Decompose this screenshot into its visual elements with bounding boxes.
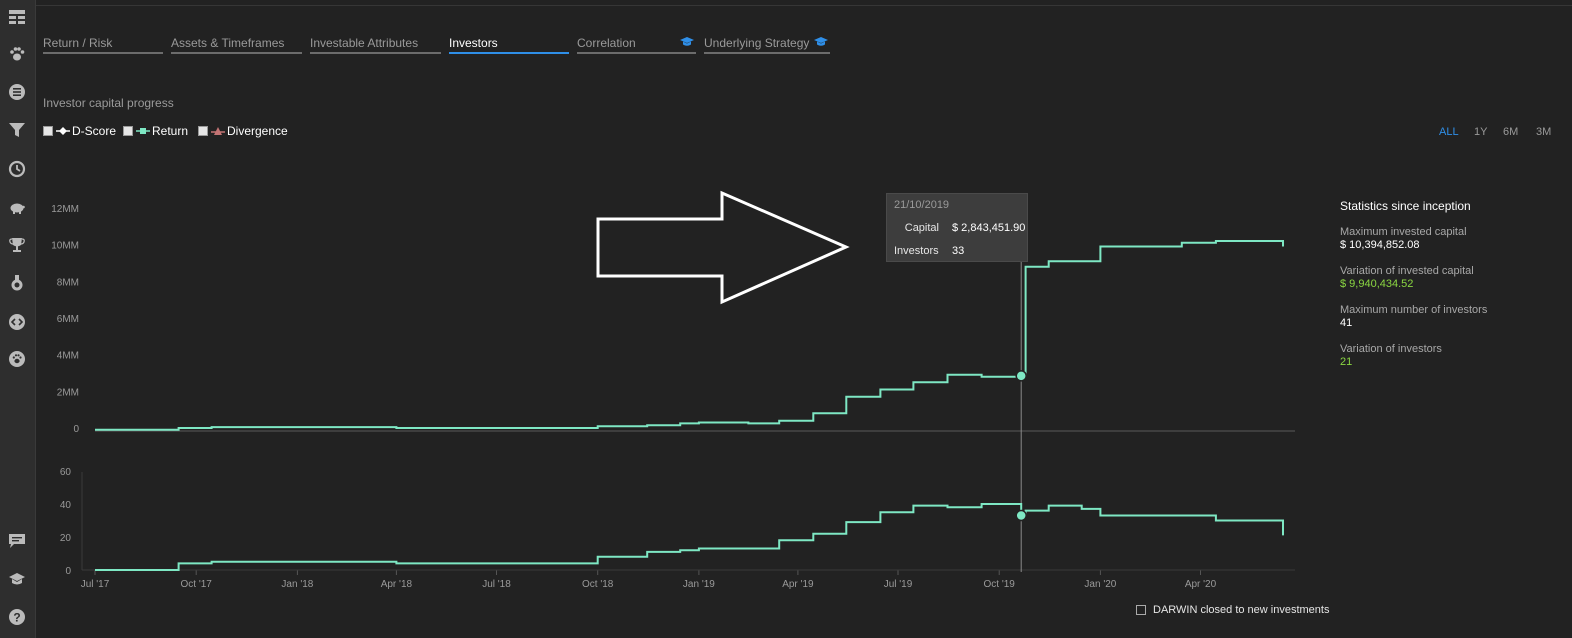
x-tick-label: Apr '18 — [381, 579, 413, 590]
date-x-axis: Jul '17 Oct '17 Jan '18 Apr '18 Jul '18 Oct '… — [81, 570, 1217, 590]
capital-line — [95, 240, 1284, 431]
graduation-cap-icon — [814, 37, 828, 46]
x-tick-label: Apr '19 — [782, 579, 814, 590]
top-divider — [36, 5, 1572, 6]
max-investors-value: 41 — [1340, 317, 1353, 329]
y-tick-label: 0 — [65, 566, 71, 577]
x-tick-label: Jan '20 — [1084, 579, 1116, 590]
range-all-button[interactable]: ALL — [1439, 126, 1459, 138]
closed-checkbox[interactable] — [1136, 605, 1146, 615]
x-tick-label: Apr '20 — [1185, 579, 1217, 590]
legend-label: Return — [152, 124, 189, 138]
x-tick-label: Oct '19 — [984, 579, 1016, 590]
history-icon[interactable] — [6, 158, 28, 180]
tooltip-investors-label: Investors — [894, 245, 939, 257]
y-tick-label: 6MM — [57, 314, 79, 325]
y-tick-label: 20 — [60, 533, 72, 544]
legend-checkbox[interactable] — [123, 126, 133, 136]
sidebar: ? — [0, 0, 36, 638]
x-tick-label: Oct '17 — [181, 579, 213, 590]
graduation-cap-icon — [680, 37, 694, 46]
range-1y-button[interactable]: 1Y — [1474, 126, 1488, 138]
max-capital-value: $ 10,394,852.08 — [1340, 239, 1420, 251]
y-tick-label: 2MM — [57, 387, 79, 398]
legend-divergence[interactable]: Divergence — [198, 124, 288, 138]
tab-label: Investors — [449, 36, 498, 50]
tab-label: Assets & Timeframes — [171, 36, 285, 50]
list-icon[interactable] — [6, 81, 28, 103]
tab-label: Underlying Strategy — [704, 36, 810, 50]
x-tick-label: Jul '18 — [482, 579, 511, 590]
svg-text:?: ? — [13, 611, 20, 625]
range-3m-button[interactable]: 3M — [1536, 126, 1552, 138]
tooltip-investors-value: 33 — [952, 245, 965, 257]
x-tick-label: Jan '18 — [281, 579, 313, 590]
investors-line — [95, 503, 1284, 571]
graduation-cap-icon[interactable] — [6, 568, 28, 590]
max-capital-label: Maximum invested capital — [1340, 226, 1467, 238]
tab-underlying-strategy[interactable]: Underlying Strategy — [704, 36, 830, 54]
chart-tooltip: 21/10/2019 Capital $ 2,843,451.90 Invest… — [886, 193, 1028, 262]
paw-icon[interactable] — [6, 43, 28, 65]
capital-highlight-point[interactable] — [1015, 370, 1027, 382]
tab-investors[interactable]: Investors — [449, 36, 569, 54]
range-6m-button[interactable]: 6M — [1503, 126, 1519, 138]
x-tick-label: Jul '17 — [81, 579, 110, 590]
y-tick-label: 4MM — [57, 351, 79, 362]
y-tick-label: 40 — [60, 500, 72, 511]
legend-dscore[interactable]: D-Score — [43, 124, 116, 138]
paw-circle-icon[interactable] — [6, 348, 28, 370]
filter-icon[interactable] — [6, 119, 28, 141]
x-tick-label: Oct '18 — [582, 579, 614, 590]
dashboard-icon[interactable] — [6, 6, 28, 28]
square-marker-icon — [136, 128, 150, 134]
tooltip-capital-value: $ 2,843,451.90 — [952, 222, 1026, 234]
y-tick-label: 60 — [60, 467, 72, 478]
triangle-marker-icon — [211, 127, 225, 135]
closed-to-investments: DARWIN closed to new investments — [1136, 604, 1329, 616]
investors-highlight-point[interactable] — [1015, 509, 1027, 522]
tab-label: Investable Attributes — [310, 36, 419, 50]
legend-label: Divergence — [227, 124, 288, 138]
var-investors-value: 21 — [1340, 356, 1353, 368]
x-tick-label: Jul '19 — [884, 579, 913, 590]
y-tick-label: 12MM — [51, 204, 79, 215]
tooltip-capital-label: Capital — [904, 222, 939, 234]
medal-icon[interactable] — [6, 272, 28, 294]
chat-icon[interactable] — [6, 530, 28, 552]
piggy-bank-icon[interactable] — [6, 196, 28, 218]
y-tick-label: 8MM — [57, 277, 79, 288]
tab-return-risk[interactable]: Return / Risk — [43, 36, 163, 54]
tab-correlation[interactable]: Correlation — [577, 36, 696, 54]
var-capital-label: Variation of invested capital — [1340, 265, 1474, 277]
legend-label: D-Score — [72, 124, 117, 138]
y-tick-label: 10MM — [51, 241, 79, 252]
statistics-title: Statistics since inception — [1340, 199, 1471, 213]
diamond-marker-icon — [56, 127, 70, 135]
legend-checkbox[interactable] — [43, 126, 53, 136]
legend-checkbox[interactable] — [198, 126, 208, 136]
tab-investable-attributes[interactable]: Investable Attributes — [310, 36, 441, 54]
capital-y-axis: 0 2MM 4MM 6MM 8MM 10MM 12MM — [51, 204, 79, 435]
var-capital-value: $ 9,940,434.52 — [1340, 278, 1414, 290]
max-investors-label: Maximum number of investors — [1340, 304, 1488, 316]
var-investors-label: Variation of investors — [1340, 343, 1442, 355]
y-tick-label: 0 — [73, 424, 79, 435]
tab-label: Return / Risk — [43, 36, 113, 50]
code-icon[interactable] — [6, 311, 28, 333]
investors-y-axis: 0 20 40 60 — [60, 467, 72, 577]
tooltip-date: 21/10/2019 — [894, 199, 950, 211]
x-tick-label: Jan '19 — [683, 579, 715, 590]
arrow-annotation — [596, 190, 850, 305]
help-icon[interactable]: ? — [6, 606, 28, 628]
tab-label: Correlation — [577, 36, 636, 50]
trophy-icon[interactable] — [6, 234, 28, 256]
tab-assets-timeframes[interactable]: Assets & Timeframes — [171, 36, 302, 54]
legend-return[interactable]: Return — [123, 124, 188, 138]
statistics-panel: Statistics since inception Maximum inves… — [1340, 199, 1560, 382]
section-title: Investor capital progress — [43, 96, 174, 110]
closed-label: DARWIN closed to new investments — [1153, 604, 1330, 616]
